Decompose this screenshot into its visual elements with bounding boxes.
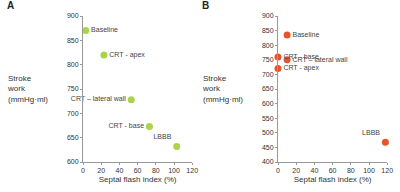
svg-text:Septal flash index (%): Septal flash index (%) bbox=[294, 175, 372, 184]
svg-text:100: 100 bbox=[363, 167, 375, 174]
svg-text:700: 700 bbox=[262, 71, 274, 78]
svg-text:600: 600 bbox=[262, 100, 274, 107]
svg-text:800: 800 bbox=[67, 61, 79, 68]
svg-text:20: 20 bbox=[97, 167, 105, 174]
svg-text:Septal flash index (%): Septal flash index (%) bbox=[99, 175, 177, 184]
svg-text:Strokework(mmHg·ml): Strokework(mmHg·ml) bbox=[7, 74, 48, 104]
svg-text:750: 750 bbox=[262, 56, 274, 63]
svg-text:B: B bbox=[202, 0, 209, 11]
svg-text:850: 850 bbox=[262, 27, 274, 34]
svg-text:0: 0 bbox=[81, 167, 85, 174]
svg-text:CRT – lateral wall: CRT – lateral wall bbox=[71, 95, 126, 102]
svg-text:900: 900 bbox=[67, 12, 79, 19]
svg-text:800: 800 bbox=[262, 42, 274, 49]
svg-text:CRT – lateral wall: CRT – lateral wall bbox=[292, 56, 347, 63]
svg-text:60: 60 bbox=[329, 167, 337, 174]
svg-text:400: 400 bbox=[262, 158, 274, 165]
svg-text:80: 80 bbox=[347, 167, 355, 174]
svg-text:CRT - apex: CRT - apex bbox=[109, 51, 145, 59]
svg-text:LBBB: LBBB bbox=[362, 129, 380, 136]
svg-text:700: 700 bbox=[67, 110, 79, 117]
svg-text:Baseline: Baseline bbox=[91, 26, 118, 33]
svg-text:CRT - base: CRT - base bbox=[109, 122, 145, 129]
svg-text:900: 900 bbox=[262, 12, 274, 19]
svg-text:120: 120 bbox=[186, 167, 198, 174]
svg-text:100: 100 bbox=[168, 167, 180, 174]
svg-text:LBBB: LBBB bbox=[153, 133, 171, 140]
svg-text:750: 750 bbox=[67, 85, 79, 92]
svg-text:80: 80 bbox=[152, 167, 160, 174]
svg-text:A: A bbox=[7, 0, 14, 11]
svg-text:650: 650 bbox=[67, 134, 79, 141]
svg-text:20: 20 bbox=[292, 167, 300, 174]
svg-text:40: 40 bbox=[116, 167, 124, 174]
svg-text:Baseline: Baseline bbox=[292, 31, 319, 38]
svg-text:Strokework(mmHg·ml): Strokework(mmHg·ml) bbox=[202, 74, 243, 104]
svg-text:850: 850 bbox=[67, 37, 79, 44]
svg-text:120: 120 bbox=[381, 167, 393, 174]
svg-text:CRT - base: CRT - base bbox=[283, 53, 319, 60]
svg-text:0: 0 bbox=[276, 167, 280, 174]
svg-text:CRT - apex: CRT - apex bbox=[283, 64, 319, 72]
svg-text:600: 600 bbox=[67, 158, 79, 165]
svg-text:650: 650 bbox=[262, 85, 274, 92]
svg-text:60: 60 bbox=[134, 167, 142, 174]
svg-text:500: 500 bbox=[262, 129, 274, 136]
svg-text:550: 550 bbox=[262, 115, 274, 122]
svg-text:450: 450 bbox=[262, 144, 274, 151]
svg-text:40: 40 bbox=[311, 167, 319, 174]
